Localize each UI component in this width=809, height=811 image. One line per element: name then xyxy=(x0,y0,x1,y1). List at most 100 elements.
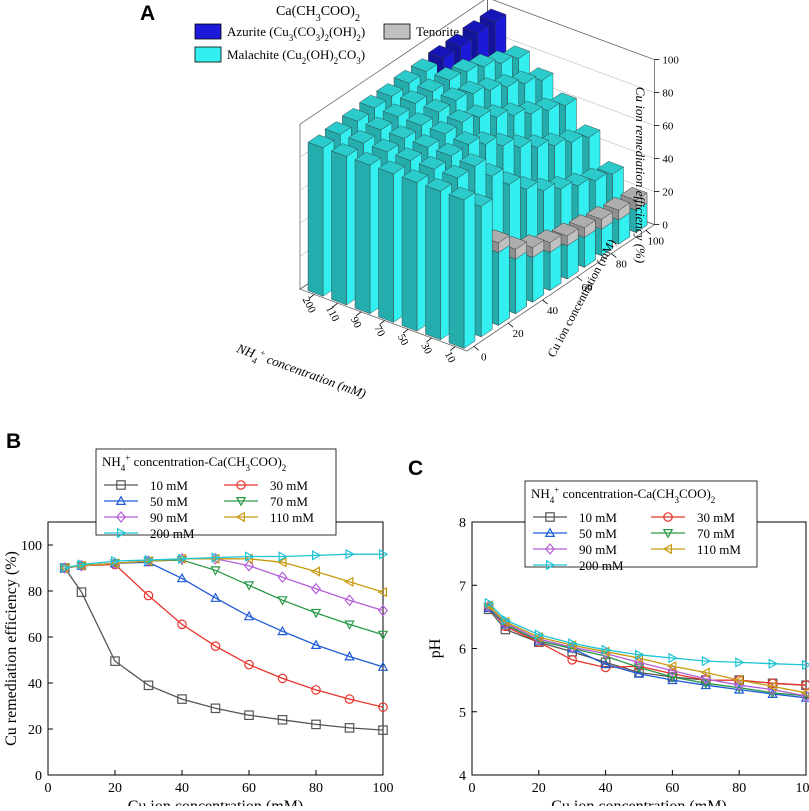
bar-face-side xyxy=(449,194,464,348)
y-tick xyxy=(543,300,548,304)
legend-swatch-tenorite xyxy=(384,24,410,39)
y-tick xyxy=(474,346,479,350)
b-y-tick-label: 40 xyxy=(28,677,42,692)
panel-b-label: B xyxy=(6,430,21,453)
c-legend-label: 70 mM xyxy=(697,526,735,541)
bar-nh4-90-cu-5 xyxy=(355,152,381,314)
b-legend-label: 50 mM xyxy=(150,494,188,509)
b-legend-label: 70 mM xyxy=(270,494,308,509)
b-y-axis-label: Cu remediation efficiency (%) xyxy=(3,551,20,746)
c-legend-label: 10 mM xyxy=(579,510,617,525)
y-tick-label: 100 xyxy=(648,235,665,247)
b-x-tick-label: 100 xyxy=(373,781,394,796)
b-series-90mM xyxy=(61,554,388,616)
legend-swatch-malachite xyxy=(195,47,221,62)
z-tick-label: 20 xyxy=(662,187,674,199)
c-x-tick-label: 20 xyxy=(532,781,546,796)
b-x-tick-label: 80 xyxy=(309,781,323,796)
b-series-10mM xyxy=(61,564,388,735)
z-tick-label: 40 xyxy=(662,154,674,166)
z-axis-label: Cu ion remediation efficiency (%) xyxy=(633,87,648,263)
bar-face-front xyxy=(464,193,475,349)
b-y-tick-label: 0 xyxy=(35,769,42,784)
panel-c-label: C xyxy=(408,457,423,480)
bar-body-front xyxy=(498,245,509,325)
c-y-tick-label: 4 xyxy=(459,769,466,784)
c-x-tick-label: 100 xyxy=(796,781,809,796)
b-series-line xyxy=(65,560,383,635)
c-series-50mM xyxy=(485,604,809,701)
x-tick-label: 110 xyxy=(323,304,341,324)
b-y-tick-label: 80 xyxy=(28,585,42,600)
bar-body-front xyxy=(533,250,544,302)
b-y-tick-label: 100 xyxy=(21,539,42,554)
x-tick-label: 70 xyxy=(371,323,387,339)
x-tick-label: 30 xyxy=(418,341,434,357)
b-series-line xyxy=(65,568,383,730)
c-legend-label: 90 mM xyxy=(579,542,617,557)
z-tick-label: 80 xyxy=(662,88,674,100)
z-tick-label: 100 xyxy=(662,55,679,67)
c-x-tick-label: 60 xyxy=(665,781,679,796)
c-x-tick-label: 40 xyxy=(599,781,613,796)
b-x-tick-label: 0 xyxy=(45,781,52,796)
bar-nh4-30-cu-5 xyxy=(426,178,452,339)
bar-nh4-110-cu-5 xyxy=(332,144,358,306)
b-series-30mM xyxy=(61,560,388,711)
bar-face-side xyxy=(355,160,370,314)
y-tick-label: 80 xyxy=(616,259,628,271)
z-tick-label: 0 xyxy=(662,220,668,232)
c-y-tick-label: 5 xyxy=(459,706,466,721)
chart-a-title: Ca(CH3COO)2 xyxy=(276,4,360,24)
c-x-tick-label: 80 xyxy=(732,781,746,796)
b-y-tick-label: 60 xyxy=(28,631,42,646)
c-legend-label: 200 mM xyxy=(579,558,624,573)
c-series-70mM xyxy=(485,603,809,700)
x-tick-label: 200 xyxy=(300,295,319,316)
bar-nh4-50-cu-5 xyxy=(402,170,428,332)
c-y-tick-label: 8 xyxy=(459,516,466,531)
b-y-tick-label: 20 xyxy=(28,723,42,738)
b-series-70mM xyxy=(61,557,388,639)
c-legend-label: 110 mM xyxy=(697,542,741,557)
legend-label-azurite: Azurite (Cu3(CO3)2(OH)2) xyxy=(227,24,365,43)
bar-face-side xyxy=(379,168,394,322)
panel-a-label: A xyxy=(140,2,155,25)
bar-body-front xyxy=(516,252,527,314)
b-legend-item: 200 mM xyxy=(104,526,195,541)
x-tick-label: 10 xyxy=(442,350,458,366)
legend-label-malachite: Malachite (Cu2(OH)2CO3) xyxy=(227,47,365,66)
chart-c-ph: 02040608010045678Cu ion concentration (m… xyxy=(427,481,809,806)
c-legend-label: 30 mM xyxy=(697,510,735,525)
x-tick-label: 50 xyxy=(395,332,411,348)
c-legend-item: 200 mM xyxy=(533,558,624,573)
x-axis-label: NH4+ concentration (mM) xyxy=(233,339,369,405)
bar-nh4-70-cu-5 xyxy=(379,161,405,323)
c-series-line xyxy=(489,609,806,685)
bar-face-side xyxy=(308,142,323,296)
c-y-tick-label: 6 xyxy=(459,643,466,658)
c-x-axis-label: Cu ion concentration (mM) xyxy=(551,798,727,806)
b-legend-label: 10 mM xyxy=(150,478,188,493)
c-series-line xyxy=(489,603,806,665)
c-series-200mM xyxy=(485,599,809,669)
bar-face-front xyxy=(481,199,492,337)
b-series-50mM xyxy=(61,558,388,670)
bar-nh4-10-cu-5 xyxy=(449,187,475,349)
b-legend-label: 90 mM xyxy=(150,510,188,525)
y-tick-label: 20 xyxy=(513,328,525,340)
c-y-axis-label: pH xyxy=(427,638,444,658)
b-x-axis-label: Cu ion concentration (mM) xyxy=(128,798,304,806)
bar-body-front xyxy=(550,245,561,290)
legend-swatch-azurite xyxy=(195,24,221,39)
z-tick-label: 60 xyxy=(662,121,674,133)
c-series-line xyxy=(489,606,806,693)
b-legend-label: 110 mM xyxy=(270,510,314,525)
b-legend-label: 30 mM xyxy=(270,478,308,493)
b-x-tick-label: 20 xyxy=(108,781,122,796)
c-series-10mM xyxy=(485,605,809,689)
y-tick-label: 0 xyxy=(481,351,487,363)
